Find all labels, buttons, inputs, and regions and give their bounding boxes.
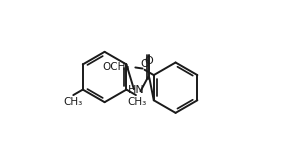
Text: CH₃: CH₃ (63, 97, 82, 107)
Text: OCH₃: OCH₃ (103, 63, 130, 73)
Text: O: O (140, 59, 149, 69)
Text: HN: HN (128, 85, 145, 95)
Text: O: O (145, 56, 153, 66)
Text: CH₃: CH₃ (127, 97, 146, 107)
